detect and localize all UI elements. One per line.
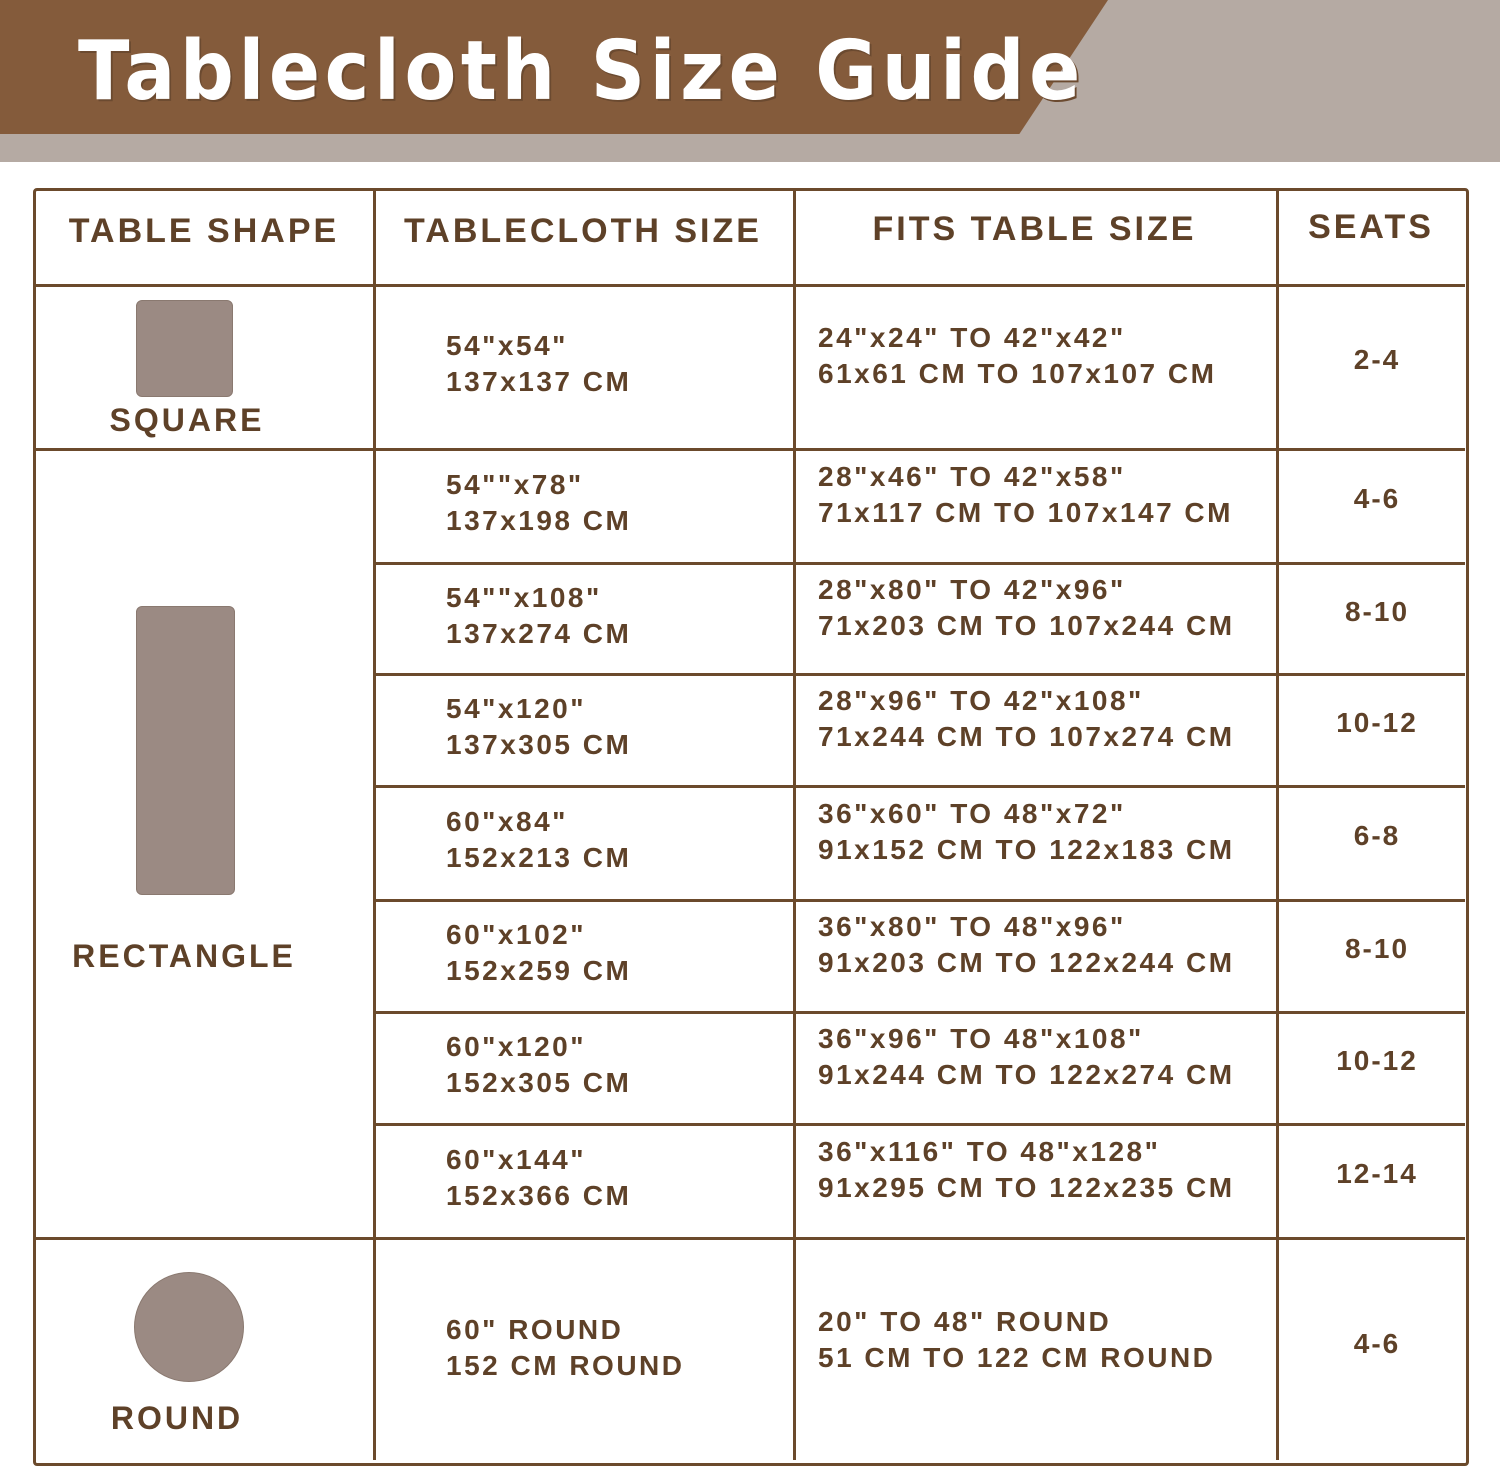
tablecloth-size-cm: 152 CM ROUND xyxy=(446,1349,685,1381)
tablecloth-size: 60"x102" xyxy=(446,919,586,950)
tablecloth-size-cm: 152x213 CM xyxy=(446,842,632,873)
seats-value: 4-6 xyxy=(1353,1327,1401,1359)
fits-table-size-cm: 61x61 CM TO 107x107 CM xyxy=(818,358,1217,389)
shape-label-round: ROUND xyxy=(110,1400,244,1436)
fits-table-size: 24"x24" TO 42"x42" xyxy=(818,322,1126,353)
tablecloth-size-cm: 137x274 CM xyxy=(446,617,632,649)
tablecloth-size-cm: 152x366 CM xyxy=(446,1180,632,1211)
square-table-icon xyxy=(136,300,233,397)
fits-table-size-cm: 71x117 CM TO 107x147 CM xyxy=(818,497,1233,528)
fits-table-size: 36"x60" TO 48"x72" xyxy=(818,798,1126,829)
fits-table-size-cm: 91x152 CM TO 122x183 CM xyxy=(818,834,1235,865)
row-divider xyxy=(35,1237,1465,1240)
shape-label-rectangle: RECTANGLE xyxy=(72,938,296,974)
seats-value: 8-10 xyxy=(1344,595,1410,627)
fits-table-size: 20" TO 48" ROUND xyxy=(818,1305,1112,1337)
row-divider xyxy=(373,673,1465,676)
tablecloth-size: 60"x84" xyxy=(446,806,568,837)
row-divider xyxy=(35,448,1465,451)
tablecloth-size: 54""x78" xyxy=(446,469,584,500)
column-header: SEATS xyxy=(1308,208,1434,246)
fits-table-size-cm: 71x203 CM TO 107x244 CM xyxy=(818,609,1235,641)
shape-label-square: SQUARE xyxy=(109,402,265,438)
column-header: TABLECLOTH SIZE xyxy=(404,212,762,250)
fits-table-size-cm: 71x244 CM TO 107x274 CM xyxy=(818,721,1235,752)
seats-value: 2-4 xyxy=(1353,344,1401,375)
row-divider xyxy=(373,1123,1465,1126)
row-divider xyxy=(35,284,1465,287)
tablecloth-size-cm: 137x137 CM xyxy=(446,366,632,397)
seats-value: 4-6 xyxy=(1353,483,1401,514)
column-divider xyxy=(793,190,796,1460)
tablecloth-size: 60" ROUND xyxy=(446,1313,624,1345)
round-table-icon xyxy=(134,1272,244,1382)
seats-value: 6-8 xyxy=(1353,820,1401,851)
rectangle-table-icon xyxy=(136,606,235,895)
tablecloth-size: 54""x108" xyxy=(446,581,602,613)
tablecloth-size: 60"x120" xyxy=(446,1031,586,1062)
tablecloth-size-cm: 152x259 CM xyxy=(446,955,632,986)
tablecloth-size-cm: 152x305 CM xyxy=(446,1067,632,1098)
fits-table-size-cm: 91x295 CM TO 122x235 CM xyxy=(818,1172,1235,1203)
column-divider xyxy=(1276,190,1279,1460)
column-header: TABLE SHAPE xyxy=(68,212,340,250)
fits-table-size: 28"x46" TO 42"x58" xyxy=(818,461,1126,492)
row-divider xyxy=(373,1011,1465,1014)
seats-value: 12-14 xyxy=(1336,1158,1418,1189)
header-band-brown xyxy=(0,0,1108,134)
fits-table-size: 36"x80" TO 48"x96" xyxy=(818,911,1126,942)
column-header: FITS TABLE SIZE xyxy=(872,210,1197,248)
row-divider xyxy=(373,562,1465,565)
tablecloth-size: 54"x54" xyxy=(446,330,568,361)
table-border xyxy=(33,188,1469,1466)
fits-table-size: 36"x96" TO 48"x108" xyxy=(818,1023,1144,1054)
seats-value: 8-10 xyxy=(1344,933,1410,964)
fits-table-size: 36"x116" TO 48"x128" xyxy=(818,1136,1161,1167)
page-title: Tablecloth Size Guide xyxy=(78,24,1085,119)
tablecloth-size: 54"x120" xyxy=(446,693,586,724)
fits-table-size-cm: 51 CM TO 122 CM ROUND xyxy=(818,1341,1216,1373)
column-divider xyxy=(373,190,376,1460)
fits-table-size-cm: 91x203 CM TO 122x244 CM xyxy=(818,947,1235,978)
row-divider xyxy=(373,899,1465,902)
tablecloth-size-cm: 137x305 CM xyxy=(446,729,632,760)
fits-table-size-cm: 91x244 CM TO 122x274 CM xyxy=(818,1059,1235,1090)
fits-table-size: 28"x96" TO 42"x108" xyxy=(818,685,1144,716)
fits-table-size: 28"x80" TO 42"x96" xyxy=(818,573,1126,605)
row-divider xyxy=(373,785,1465,788)
seats-value: 10-12 xyxy=(1336,1045,1418,1076)
tablecloth-size: 60"x144" xyxy=(446,1144,586,1175)
seats-value: 10-12 xyxy=(1336,707,1418,738)
tablecloth-size-cm: 137x198 CM xyxy=(446,505,632,536)
